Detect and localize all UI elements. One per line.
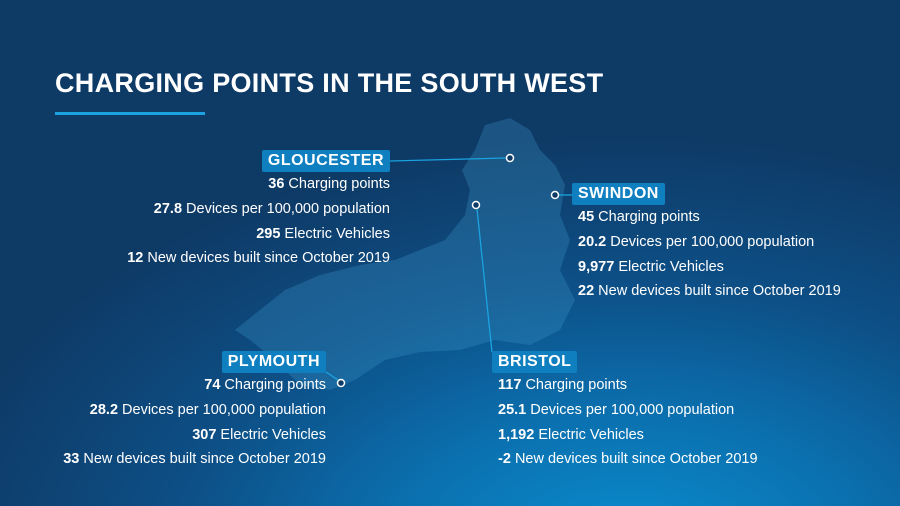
region-shape xyxy=(235,118,575,390)
city-label: GLOUCESTER xyxy=(261,150,390,172)
stat-value: 1,192 xyxy=(498,426,535,443)
stat-value: 117 xyxy=(498,377,522,393)
stat-label: Charging points xyxy=(598,209,700,225)
stat-label: New devices built since October 2019 xyxy=(147,250,390,267)
stat-line: 117 Charging points xyxy=(498,373,758,398)
swindon-marker xyxy=(550,190,560,200)
stat-label: Charging points xyxy=(525,377,628,393)
stat-value: 27.8 xyxy=(153,200,183,217)
stat-label: New devices built since October 2019 xyxy=(598,283,841,300)
stat-line: 27.8 Devices per 100,000 population xyxy=(127,197,390,222)
stat-value: 12 xyxy=(127,250,144,267)
stat-line: 20.2 Devices per 100,000 population xyxy=(578,230,841,255)
stat-label: Charging points xyxy=(288,176,390,192)
city-bristol: BRISTOL 117 Charging points 25.1 Devices … xyxy=(492,351,758,472)
plymouth-marker xyxy=(336,378,346,388)
stat-label: Electric Vehicles xyxy=(538,426,644,443)
city-label: BRISTOL xyxy=(492,351,578,373)
stat-label: Electric Vehicles xyxy=(284,225,390,242)
stat-line: 28.2 Devices per 100,000 population xyxy=(63,398,326,423)
title-underline xyxy=(55,112,205,115)
stat-label: Devices per 100,000 population xyxy=(530,401,735,418)
stat-label: Devices per 100,000 population xyxy=(610,233,815,250)
city-swindon: SWINDON 45 Charging points 20.2 Devices p… xyxy=(572,183,841,304)
stat-value: 307 xyxy=(192,426,217,443)
stat-value: 28.2 xyxy=(89,401,119,418)
stat-value: 74 xyxy=(204,377,221,393)
stat-value: 295 xyxy=(256,225,281,242)
stat-line: 9,977 Electric Vehicles xyxy=(578,255,841,280)
bristol-marker xyxy=(471,200,481,210)
stat-line: -2 New devices built since October 2019 xyxy=(498,447,758,472)
stat-value: 9,977 xyxy=(578,258,615,275)
gloucester-marker xyxy=(505,153,515,163)
stat-line: 1,192 Electric Vehicles xyxy=(498,423,758,448)
stat-line: 307 Electric Vehicles xyxy=(63,423,326,448)
stat-line: 295 Electric Vehicles xyxy=(127,222,390,247)
stat-value: 36 xyxy=(268,176,285,192)
stat-label: Electric Vehicles xyxy=(220,426,326,443)
stat-value: 25.1 xyxy=(498,401,527,418)
gloucester-leader-line xyxy=(389,157,507,162)
stat-line: 36 Charging points xyxy=(127,172,390,197)
stat-value: 22 xyxy=(578,283,595,300)
stat-line: 33 New devices built since October 2019 xyxy=(63,447,326,472)
stat-line: 22 New devices built since October 2019 xyxy=(578,279,841,304)
stat-value: -2 xyxy=(498,451,511,468)
page-title: CHARGING POINTS IN THE SOUTH WEST xyxy=(55,68,604,98)
stat-label: Electric Vehicles xyxy=(618,258,724,275)
stat-value: 20.2 xyxy=(578,233,607,250)
stat-label: Devices per 100,000 population xyxy=(186,200,390,217)
city-gloucester: GLOUCESTER 36 Charging points 27.8 Device… xyxy=(127,150,390,271)
bristol-leader-line xyxy=(476,208,493,353)
stat-value: 33 xyxy=(63,451,80,468)
stat-value: 45 xyxy=(578,209,595,225)
stat-line: 45 Charging points xyxy=(578,205,841,230)
plymouth-leader-line xyxy=(325,371,339,381)
stat-label: New devices built since October 2019 xyxy=(83,451,326,468)
stat-label: New devices built since October 2019 xyxy=(514,451,758,468)
city-label: SWINDON xyxy=(572,183,665,205)
stat-line: 12 New devices built since October 2019 xyxy=(127,246,390,271)
city-plymouth: PLYMOUTH 74 Charging points 28.2 Devices … xyxy=(63,351,326,472)
stat-line: 74 Charging points xyxy=(63,373,326,398)
city-label: PLYMOUTH xyxy=(221,351,326,373)
stat-line: 25.1 Devices per 100,000 population xyxy=(498,398,758,423)
stat-label: Devices per 100,000 population xyxy=(122,401,326,418)
stat-label: Charging points xyxy=(224,377,326,393)
